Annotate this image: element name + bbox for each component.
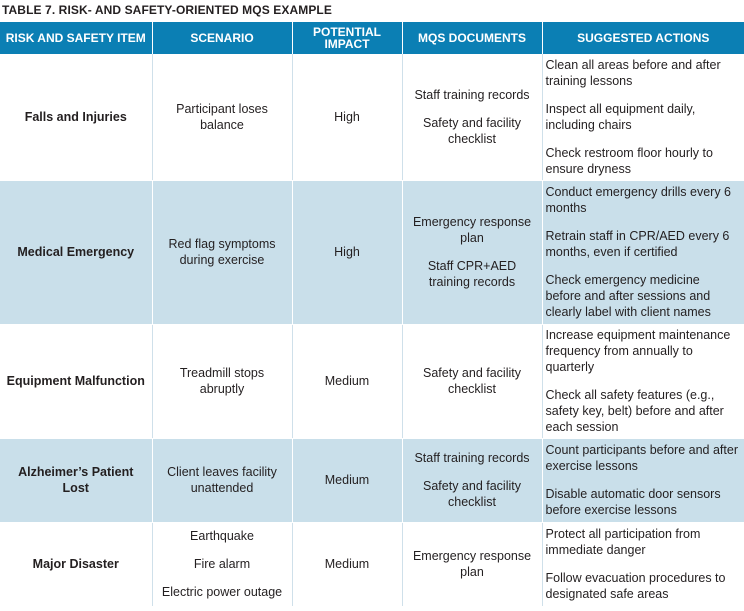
risk-safety-table: RISK AND SAFETY ITEM SCENARIO POTENTIAL … — [0, 22, 744, 607]
action-text: Retrain staff in CPR/AED every 6 months,… — [545, 229, 730, 259]
documents-cell: Emergency response plan Staff CPR+AED tr… — [402, 180, 543, 325]
documents-cell: Staff training records Safety and facili… — [402, 438, 543, 523]
scenario-cell: Participant loses balance — [152, 54, 293, 181]
actions-cell: Protect all participation from immediate… — [542, 522, 744, 607]
action-text: Check all safety features (e.g., safety … — [545, 388, 724, 434]
scenario-text: Earthquake — [190, 529, 254, 543]
document-text: Staff training records — [414, 451, 530, 465]
impact-cell: Medium — [292, 438, 403, 523]
document-text: Emergency response plan — [412, 549, 532, 579]
scenario-cell: Client leaves facility unattended — [152, 438, 293, 523]
action-text: Check restroom floor hourly to ensure dr… — [545, 145, 713, 176]
header-mqs-documents: MQS DOCUMENTS — [402, 22, 543, 54]
impact-cell: Medium — [292, 522, 403, 607]
table-row: Alzheimer’s Patient Lost Client leaves f… — [0, 438, 744, 523]
risk-item: Major Disaster — [0, 522, 153, 607]
actions-cell: Conduct emergency drills every 6 months … — [542, 180, 744, 325]
table-row: Falls and Injuries Participant loses bal… — [0, 54, 744, 181]
document-text: Staff CPR+AED training records — [427, 259, 517, 289]
impact-cell: High — [292, 180, 403, 325]
header-row: RISK AND SAFETY ITEM SCENARIO POTENTIAL … — [0, 22, 744, 54]
table-row: Major Disaster Earthquake Fire alarm Ele… — [0, 522, 744, 607]
action-text: Disable automatic door sensors before ex… — [545, 487, 721, 517]
action-text: Protect all participation from immediate… — [545, 527, 701, 557]
risk-item: Equipment Malfunction — [0, 324, 153, 439]
document-text: Staff training records — [414, 87, 530, 102]
action-text: Follow evacuation procedures to designat… — [545, 571, 726, 601]
actions-cell: Clean all areas before and after trainin… — [542, 54, 744, 181]
risk-item: Falls and Injuries — [0, 54, 153, 181]
document-text: Safety and facility checklist — [423, 366, 521, 396]
scenario-text: Fire alarm — [193, 557, 251, 571]
action-text: Check emergency medicine before and afte… — [545, 273, 711, 319]
action-text: Clean all areas before and after trainin… — [545, 57, 721, 88]
scenario-text: Treadmill stops abruptly — [179, 366, 265, 396]
header-risk-item: RISK AND SAFETY ITEM — [0, 22, 153, 54]
scenario-text: Participant loses balance — [176, 101, 268, 132]
documents-cell: Emergency response plan — [402, 522, 543, 607]
action-text: Count participants before and after exer… — [545, 443, 738, 473]
table-row: Medical Emergency Red flag symptoms duri… — [0, 180, 744, 325]
scenario-cell: Earthquake Fire alarm Electric power out… — [152, 522, 293, 607]
scenario-text: Red flag symptoms during exercise — [168, 237, 276, 267]
actions-cell: Count participants before and after exer… — [542, 438, 744, 523]
document-text: Safety and facility checklist — [423, 479, 521, 509]
scenario-text: Electric power outage — [161, 585, 283, 599]
table-caption: TABLE 7. RISK- AND SAFETY-ORIENTED MQS E… — [2, 3, 332, 17]
action-text: Inspect all equipment daily, including c… — [545, 101, 696, 132]
header-scenario: SCENARIO — [152, 22, 293, 54]
action-text: Increase equipment maintenance frequency… — [545, 328, 731, 374]
documents-cell: Safety and facility checklist — [402, 324, 543, 439]
scenario-cell: Treadmill stops abruptly — [152, 324, 293, 439]
header-suggested-actions: SUGGESTED ACTIONS — [542, 22, 744, 54]
actions-cell: Increase equipment maintenance frequency… — [542, 324, 744, 439]
impact-cell: Medium — [292, 324, 403, 439]
header-potential-impact: POTENTIAL IMPACT — [292, 22, 403, 54]
table-row: Equipment Malfunction Treadmill stops ab… — [0, 324, 744, 439]
action-text: Conduct emergency drills every 6 months — [545, 185, 732, 215]
document-text: Emergency response plan — [412, 215, 532, 245]
scenario-text: Client leaves facility unattended — [167, 465, 277, 495]
document-text: Safety and facility checklist — [423, 115, 521, 146]
scenario-cell: Red flag symptoms during exercise — [152, 180, 293, 325]
impact-cell: High — [292, 54, 403, 181]
risk-item: Medical Emergency — [0, 180, 153, 325]
risk-item: Alzheimer’s Patient Lost — [0, 438, 153, 523]
documents-cell: Staff training records Safety and facili… — [402, 54, 543, 181]
